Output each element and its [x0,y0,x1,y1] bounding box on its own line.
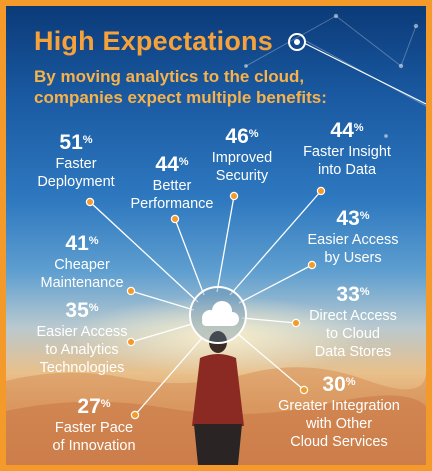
stat-label: Easier Access by Users [307,232,399,266]
stat-label: Faster Pace of Innovation [52,420,136,454]
stat-label: Greater Integration with Other Cloud Ser… [278,398,400,450]
infographic-panel: High Expectations By moving analytics to… [6,6,426,465]
stat-faster-innovation: 27% Faster Pace of Innovation [34,394,154,455]
stat-percent: 41% [65,232,99,255]
stat-improved-security: 46% Improved Security [192,124,292,185]
stat-cheaper-maintenance: 41% Cheaper Maintenance [22,231,142,292]
stat-percent: 51% [59,131,93,154]
stat-label: Faster Deployment [37,156,115,190]
spoke-end-dots [85,186,326,420]
stat-easier-access-analytics: 35% Easier Access to Analytics Technolog… [14,298,150,377]
stat-percent: 35% [65,299,99,322]
stat-label: Direct Access to Cloud Data Stores [309,308,397,360]
stat-percent: 27% [77,395,111,418]
stat-percent: 43% [336,207,370,230]
title-pointer-dot [294,39,300,45]
stat-label: Faster Insight into Data [303,144,391,178]
spokes [89,190,322,416]
stat-label: Cheaper Maintenance [40,257,124,291]
stat-label: Better Performance [130,178,214,212]
cloud-icon [202,301,239,326]
stat-percent: 44% [330,119,364,142]
stat-percent: 46% [225,125,259,148]
stat-direct-access: 33% Direct Access to Cloud Data Stores [292,282,414,361]
page-title: High Expectations [34,26,273,56]
stat-greater-integration: 30% Greater Integration with Other Cloud… [264,372,414,451]
stat-easier-access-users: 43% Easier Access by Users [292,206,414,267]
stat-percent: 30% [322,373,356,396]
stat-percent: 33% [336,283,370,306]
title-pointer-line [303,42,426,105]
stat-better-performance: 44% Better Performance [114,152,230,213]
stat-percent: 44% [155,153,189,176]
page-subtitle: By moving analytics to the cloud, compan… [34,67,327,107]
stat-faster-deployment: 51% Faster Deployment [21,130,131,191]
decor-layer [6,13,426,465]
title-pointer-ring [288,33,306,51]
stat-label: Improved Security [211,150,273,184]
stat-faster-insight: 44% Faster Insight into Data [286,118,408,179]
stat-label: Easier Access to Analytics Technologies [36,324,128,376]
